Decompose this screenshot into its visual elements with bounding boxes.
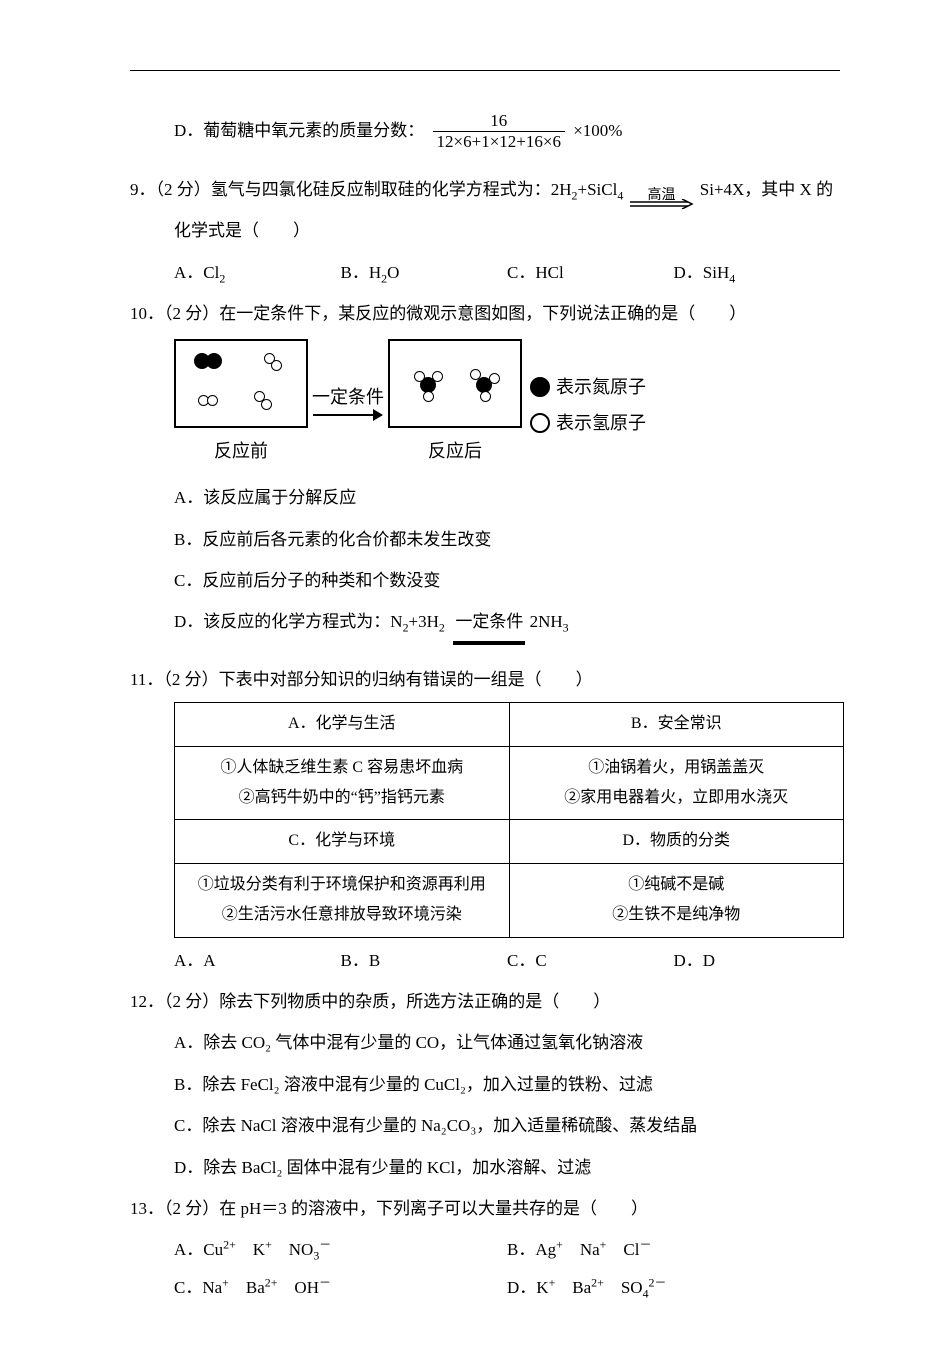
q10-opt-d: D．该反应的化学方程式为：N2+3H2 一定条件 2NH3 (130, 603, 840, 642)
q11-head-b: B．安全常识 (509, 703, 844, 746)
q13-opt-d: D．K+ Ba2+ SO42－ (507, 1269, 840, 1307)
q9-opt-d: D．SiH4 (674, 254, 841, 292)
q11-opt-a: A．A (174, 942, 341, 979)
q11-cell-c: ①垃圾分类有利于环境保护和资源再利用 ②生活污水任意排放导致环境污染 (175, 863, 510, 937)
q10-stem: 10．（2 分）在一定条件下，某反应的微观示意图如图，下列说法正确的是（ ） (130, 295, 840, 332)
q13-opt-c: C．Na+ Ba2+ OH－ (174, 1269, 507, 1307)
q12-stem: 12．（2 分）除去下列物质中的杂质，所选方法正确的是（ ） (130, 983, 840, 1020)
q10-diagram: 反应前 一定条件 反应后 (130, 339, 840, 472)
q13-row2: C．Na+ Ba2+ OH－ D．K+ Ba2+ SO42－ (130, 1269, 840, 1307)
q10-box-after (388, 339, 522, 428)
q10-arrow-label: 一定条件 (312, 388, 384, 406)
q11-table: A．化学与生活 B．安全常识 ①人体缺乏维生素 C 容易患坏血病 ②高钙牛奶中的… (174, 702, 844, 937)
q11-opt-b: B．B (341, 942, 508, 979)
q9-stem-b: +SiCl (577, 180, 617, 199)
q10-after-wrap: 反应后 (388, 339, 522, 472)
q10-box-before (174, 339, 308, 428)
q9-condition-arrow: 高温 (628, 185, 696, 207)
q13-stem: 13．（2 分）在 pH＝3 的溶液中，下列离子可以大量共存的是（ ） (130, 1190, 840, 1227)
q10-arrow: 一定条件 (312, 388, 384, 422)
q13-opt-a: A．Cu2+ K+ NO3－ (174, 1231, 507, 1269)
q11-cell-a: ①人体缺乏维生素 C 容易患坏血病 ②高钙牛奶中的“钙”指钙元素 (175, 746, 510, 820)
q11-cell-d: ①纯碱不是碱 ②生铁不是纯净物 (509, 863, 844, 937)
q10-opt-b: B．反应前后各元素的化合价都未发生改变 (130, 521, 840, 558)
q8-frac-num: 16 (433, 111, 565, 131)
filled-dot-icon (530, 377, 550, 397)
q10-legend-h: 表示氢原子 (530, 405, 646, 441)
q12-opt-c: C．除去 NaCl 溶液中混有少量的 Na₂CO₃，加入适量稀硫酸、蒸发结晶 (130, 1107, 840, 1144)
q9-opt-a: A．Cl2 (174, 254, 341, 292)
open-dot-icon (530, 413, 550, 433)
q10-legend-n: 表示氮原子 (530, 369, 646, 405)
q9-stem: 9．（2 分）氢气与四氯化硅反应制取硅的化学方程式为：2H2+SiCl4 高温 … (130, 171, 840, 209)
q10-legend: 表示氮原子 表示氢原子 (530, 369, 646, 441)
q13-row1: A．Cu2+ K+ NO3－ B．Ag+ Na+ Cl－ (130, 1231, 840, 1269)
q9-opt-c: C．HCl (507, 254, 674, 292)
q11-head-c: C．化学与环境 (175, 820, 510, 863)
q9-stem-line2: 化学式是（ ） (130, 212, 840, 249)
q8-option-d: D．葡萄糖中氧元素的质量分数： 16 12×6+1×12+16×6 ×100% (130, 111, 840, 153)
q13-opt-b: B．Ag+ Na+ Cl－ (507, 1231, 840, 1269)
q9-options: A．Cl2 B．H2O C．HCl D．SiH4 (130, 254, 840, 292)
q10-d-cond: 一定条件 (453, 603, 525, 642)
q10-before-wrap: 反应前 (174, 339, 308, 472)
q12-opt-b: B．除去 FeCl₂ 溶液中混有少量的 CuCl₂，加入过量的铁粉、过滤 (130, 1066, 840, 1103)
q8-frac-den: 12×6+1×12+16×6 (433, 131, 565, 152)
q11-cell-b: ①油锅着火，用锅盖盖灭 ②家用电器着火，立即用水浇灭 (509, 746, 844, 820)
q10-before-label: 反应前 (214, 432, 268, 472)
q8-d-suffix: ×100% (573, 121, 622, 140)
q9-stem-a: 9．（2 分）氢气与四氯化硅反应制取硅的化学方程式为：2H (130, 180, 572, 199)
q9-stem-c: Si+4X，其中 X 的 (700, 180, 833, 199)
q11-stem: 11．（2 分）下表中对部分知识的归纳有错误的一组是（ ） (130, 661, 840, 698)
q11-head-d: D．物质的分类 (509, 820, 844, 863)
q11-opt-d: D．D (674, 942, 841, 979)
q10-opt-c: C．反应前后分子的种类和个数没变 (130, 562, 840, 599)
q12-opt-d: D．除去 BaCl₂ 固体中混有少量的 KCl，加水溶解、过滤 (130, 1149, 840, 1186)
q9-opt-b: B．H2O (341, 254, 508, 292)
q10-after-label: 反应后 (428, 432, 482, 472)
q11-head-a: A．化学与生活 (175, 703, 510, 746)
q10-opt-a: A．该反应属于分解反应 (130, 479, 840, 516)
q11-opt-c: C．C (507, 942, 674, 979)
q8-fraction: 16 12×6+1×12+16×6 (433, 111, 565, 153)
q11-options: A．A B．B C．C D．D (130, 942, 840, 979)
q12-opt-a: A．除去 CO₂ 气体中混有少量的 CO，让气体通过氢氧化钠溶液 (130, 1024, 840, 1061)
q8-d-prefix: D．葡萄糖中氧元素的质量分数： (174, 121, 424, 140)
